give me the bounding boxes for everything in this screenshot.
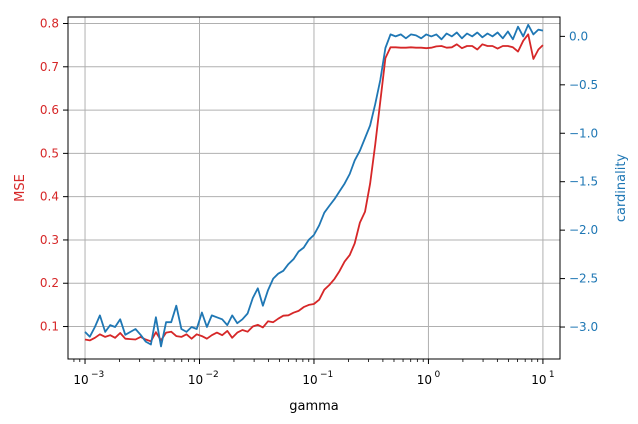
x-tick-label: 10 xyxy=(302,373,317,387)
left-y-axis-title: MSE xyxy=(13,174,28,202)
right-y-tick-label: −2.0 xyxy=(569,223,598,237)
x-tick-label: 10 xyxy=(73,373,88,387)
x-axis-ticks: 10 −3 10 −2 10 −1 10 0 10 1 xyxy=(73,359,555,387)
x-tick-label: 10 xyxy=(417,373,432,387)
x-tick-exponent: −3 xyxy=(91,370,104,380)
right-y-tick-label: −1.5 xyxy=(569,175,598,189)
cardinality-series-line xyxy=(84,23,544,348)
left-y-tick-label: 0.8 xyxy=(40,16,59,30)
right-y-tick-label: −0.5 xyxy=(569,78,598,92)
right-y-tick-label: −3.0 xyxy=(569,320,598,334)
left-y-tick-label: 0.7 xyxy=(40,60,59,74)
left-y-axis-ticks: 0.1 0.2 0.3 0.4 0.5 0.6 0.7 0.8 xyxy=(40,16,68,334)
right-y-tick-label: −2.5 xyxy=(569,272,598,286)
left-y-tick-label: 0.1 xyxy=(40,320,59,334)
x-tick-exponent: 1 xyxy=(549,370,555,380)
left-y-tick-label: 0.5 xyxy=(40,146,59,160)
left-y-tick-label: 0.6 xyxy=(40,103,59,117)
x-tick-label: 10 xyxy=(531,373,546,387)
mse-series-line xyxy=(84,33,544,343)
x-tick-label: 10 xyxy=(188,373,203,387)
right-y-axis-title: cardinality xyxy=(614,154,629,223)
left-y-tick-label: 0.4 xyxy=(40,190,59,204)
x-tick-exponent: −1 xyxy=(320,370,333,380)
right-y-tick-label: −1.0 xyxy=(569,126,598,140)
left-y-tick-label: 0.3 xyxy=(40,233,59,247)
x-tick-exponent: −2 xyxy=(205,370,218,380)
series-group xyxy=(84,23,544,348)
left-y-tick-label: 0.2 xyxy=(40,276,59,290)
x-axis-title: gamma xyxy=(289,399,339,414)
right-y-axis-ticks: 0.0 −0.5 −1.0 −1.5 −2.0 −2.5 −3.0 xyxy=(560,29,598,334)
grid xyxy=(68,17,560,359)
right-y-tick-label: 0.0 xyxy=(569,29,588,43)
x-tick-exponent: 0 xyxy=(434,370,440,380)
